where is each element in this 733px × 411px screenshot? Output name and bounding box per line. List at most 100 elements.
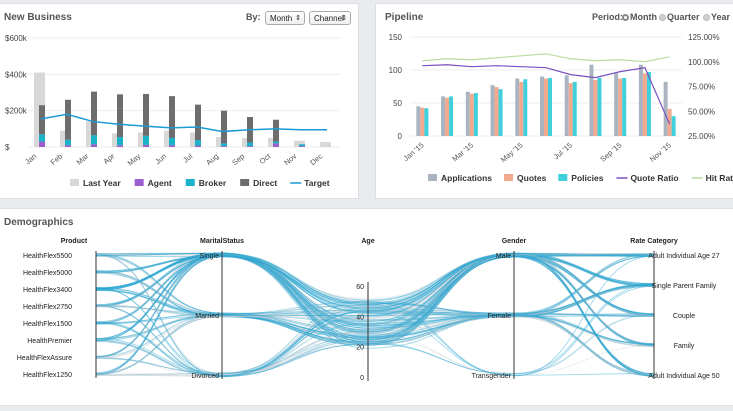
data-line (95, 253, 655, 377)
axis-tick-label: Adult Individual Age 27 (648, 253, 719, 260)
parallel-coordinates-chart: Product HealthFlex5500 HealthFlex5000 Healt… (17, 238, 720, 382)
target-line (40, 113, 327, 133)
x-tick-label: Mar (75, 151, 91, 167)
bar-agent (169, 145, 175, 147)
bar-agent (195, 145, 201, 147)
legend-label: Agent (148, 178, 172, 188)
y-tick-label: 150 (389, 33, 403, 42)
data-line (95, 254, 655, 375)
legend-label: Quote Ratio (630, 173, 678, 183)
new-business-chart: $600k $400k $200k $ Jan Feb Mar Apr May Jun Jul Aug… (5, 34, 340, 188)
pipeline-title: Pipeline (385, 12, 424, 23)
data-line (95, 255, 655, 377)
data-line (95, 255, 655, 374)
x-tick-label: Sep '15 (598, 141, 623, 164)
legend-label: Direct (253, 178, 277, 188)
bar-applications (589, 64, 594, 136)
data-line (95, 255, 655, 338)
legend-swatch (185, 179, 195, 186)
data-line (95, 256, 655, 347)
bar-last-year (320, 141, 331, 147)
data-line (95, 253, 655, 333)
bar-quotes (544, 78, 548, 136)
x-tick-label: Jul '15 (552, 141, 574, 162)
bar-direct (169, 96, 175, 138)
data-line (95, 287, 655, 377)
radio-quarter-label: Quarter (667, 12, 700, 22)
axis-tick-label: Male (496, 253, 511, 260)
bar-broker (273, 141, 279, 144)
axis-tick-label: HealthFlex5000 (23, 270, 72, 277)
data-line (95, 255, 655, 377)
bar-last-year (294, 140, 305, 147)
axis-title: Age (361, 238, 374, 245)
data-line (95, 253, 655, 343)
y2-tick-label: 75.00% (688, 83, 715, 92)
period-label: Period: (592, 12, 624, 22)
chevron-updown-icon: ⇕ (341, 15, 347, 22)
data-line (95, 253, 655, 375)
group-select-value: Channel (314, 14, 344, 23)
y2-tick-label: 125.00% (688, 33, 720, 42)
data-line (95, 253, 655, 377)
legend-swatch (240, 179, 250, 186)
x-tick-label: Dec (308, 151, 324, 167)
y-tick-label: $600k (5, 34, 28, 43)
radio-year[interactable]: Year (703, 12, 730, 22)
bar-quotes (618, 78, 623, 136)
group-select[interactable]: Channel ⇕ (309, 11, 351, 25)
y-tick-label: 0 (398, 132, 403, 141)
chevron-updown-icon: ⇕ (295, 15, 301, 22)
axis-tick-label: Married (195, 313, 219, 320)
data-line (95, 255, 655, 377)
data-line (95, 253, 655, 376)
data-line (95, 255, 655, 375)
bar-quotes (494, 87, 499, 136)
legend-swatch (558, 174, 568, 181)
radio-quarter[interactable]: Quarter (659, 12, 700, 22)
radio-unselected-icon (703, 14, 710, 21)
data-line (95, 255, 655, 358)
bar-applications (614, 73, 619, 136)
bar-policies (498, 89, 503, 136)
x-tick-label: Aug (204, 152, 220, 167)
legend-swatch (428, 174, 437, 181)
period-select[interactable]: Month ⇕ (265, 11, 305, 25)
pipeline-panel: Pipeline Period: Month Quarter Year 150 1… (375, 3, 733, 199)
bar-agent (143, 144, 149, 147)
y-tick-label: 50 (393, 99, 402, 108)
data-line (95, 256, 655, 333)
axis-title: Rate Category (630, 238, 678, 245)
x-tick-label: Jul (181, 151, 194, 164)
bar-quotes (667, 108, 672, 136)
x-tick-label: Jan (23, 152, 38, 167)
data-line (95, 304, 655, 378)
bar-agent (221, 146, 227, 147)
legend-swatch (134, 179, 144, 186)
bar-policies (473, 93, 478, 136)
bar-agent (247, 146, 253, 147)
bar-broker (221, 143, 227, 147)
axis-tick-label: 20 (356, 345, 364, 352)
bar-applications (515, 78, 520, 136)
bar-quotes (445, 97, 450, 136)
bar-broker (39, 134, 45, 142)
by-label: By: (246, 12, 261, 22)
x-tick-label: Apr (102, 151, 117, 166)
data-line (95, 252, 655, 345)
bar-broker (195, 140, 201, 146)
x-tick-label: May (126, 151, 143, 167)
y2-tick-label: 100.00% (688, 58, 720, 67)
bar-applications (416, 106, 421, 136)
bar-direct (117, 94, 123, 138)
bar-policies (671, 116, 676, 136)
bar-policies (523, 79, 528, 136)
bar-direct (195, 104, 201, 141)
data-line (95, 254, 655, 320)
y2-tick-label: 25.00% (688, 132, 715, 141)
new-business-title: New Business (4, 12, 72, 23)
data-line (95, 253, 655, 374)
legend-label: Hit Ratio (706, 173, 733, 183)
radio-month[interactable]: Month (622, 12, 657, 22)
legend-label: Quotes (517, 173, 547, 183)
